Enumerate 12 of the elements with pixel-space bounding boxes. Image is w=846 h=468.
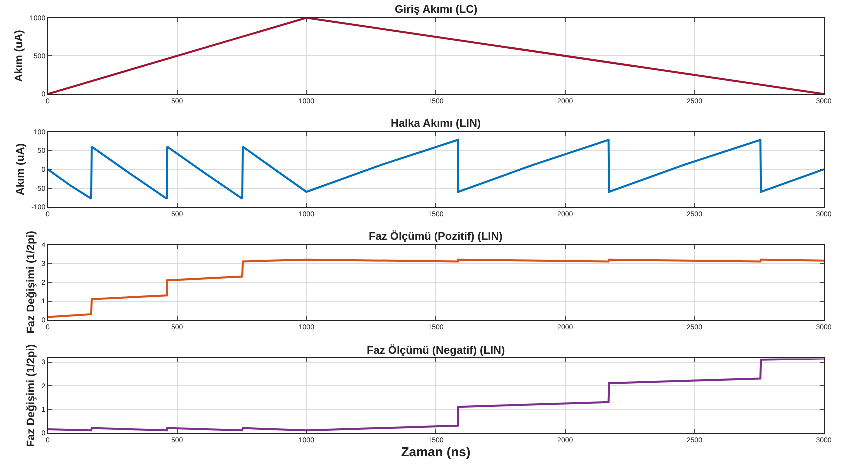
y-axis-title: Akım (uA) bbox=[15, 143, 28, 196]
chart-title: Faz Ölçümü (Negatif) (LIN) bbox=[367, 344, 506, 357]
y-axis-title: Akım (uA) bbox=[14, 30, 26, 82]
y-axis-title: Faz Değişimi (1/2pi) bbox=[25, 230, 38, 334]
line-series bbox=[48, 258, 824, 318]
chart-title: Halka Akımı (LIN) bbox=[391, 118, 482, 130]
chart-title: Giriş Akımı (LC) bbox=[395, 4, 478, 16]
line-series bbox=[48, 358, 824, 432]
x-axis-title: Zaman (ns) bbox=[401, 444, 471, 460]
line-series bbox=[48, 139, 824, 200]
chart-title: Faz Ölçümü (Pozitif) (LIN) bbox=[369, 230, 504, 243]
y-axis-title: Faz Değişimi (1/2pi) bbox=[25, 344, 38, 448]
